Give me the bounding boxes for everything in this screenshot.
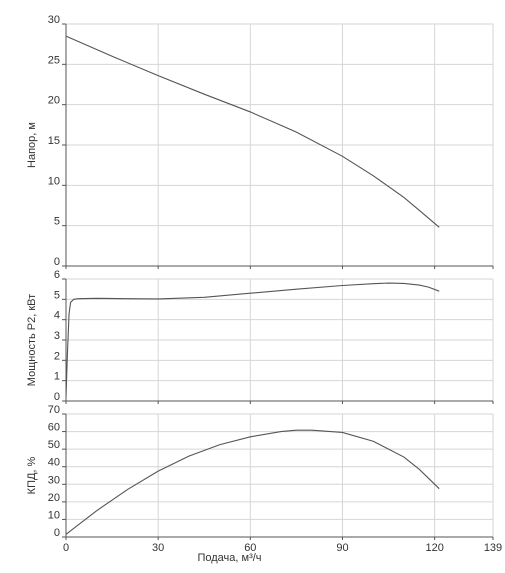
y-tick-label: 25 [48,54,60,66]
series-line [65,429,440,535]
y-tick-label: 20 [48,95,60,107]
y-tick-label: 60 [48,422,60,434]
y-tick-label: 10 [48,509,60,521]
y-tick-label: 50 [48,439,60,451]
x-axis-title: Подача, м³/ч [197,552,261,564]
y-tick-label: 0 [54,527,60,539]
y-tick-label: 4 [54,310,60,322]
y-tick-label: 6 [54,269,60,281]
series-line [65,35,440,228]
x-tick-label: 139 [484,542,502,554]
y-tick-label: 0 [54,391,60,403]
y-tick-label: 30 [48,474,60,486]
y-tick-label: 40 [48,457,60,469]
y-tick-label: 15 [48,135,60,147]
x-tick-label: 90 [336,542,348,554]
y-tick-label: 5 [54,216,60,228]
series-line [65,282,440,397]
x-tick-label: 60 [244,542,256,554]
y-tick-label: 0 [54,256,60,268]
x-tick-label: 30 [152,542,164,554]
x-tick-label: 0 [63,542,69,554]
x-tick-label: 120 [425,542,443,554]
y-tick-label: 30 [48,14,60,26]
y-tick-label: 1 [54,371,60,383]
y-axis-title: КПД, % [26,456,38,494]
y-tick-label: 70 [48,404,60,416]
y-tick-label: 2 [54,350,60,362]
y-tick-label: 3 [54,330,60,342]
y-tick-label: 10 [48,175,60,187]
y-axis-title: Мощность P2, кВт [26,294,38,386]
y-axis-title: Напор, м [26,122,38,168]
y-tick-label: 5 [54,289,60,301]
y-tick-label: 20 [48,492,60,504]
